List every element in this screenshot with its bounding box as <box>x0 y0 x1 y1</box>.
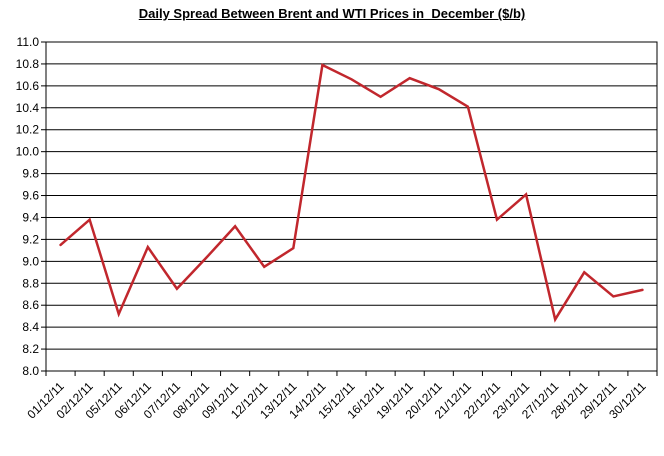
y-axis-label: 10.6 <box>16 79 40 93</box>
plot-border <box>45 41 658 372</box>
y-axis-label: 11.0 <box>17 35 40 49</box>
y-axis-label: 8.0 <box>22 364 39 378</box>
y-axis-label: 10.0 <box>16 145 40 159</box>
series-line <box>59 63 644 323</box>
chart-title: Daily Spread Between Brent and WTI Price… <box>138 6 526 21</box>
y-axis-label: 9.4 <box>22 210 39 224</box>
y-axis-label: 8.2 <box>22 342 39 356</box>
y-axis-label: 10.4 <box>16 101 40 115</box>
y-axis-label: 9.8 <box>22 167 39 181</box>
y-axis-label: 8.8 <box>22 276 39 290</box>
y-axis-label: 9.2 <box>22 232 39 246</box>
y-axis-label: 10.2 <box>16 123 40 137</box>
y-axis-label: 8.6 <box>22 298 39 312</box>
y-axis-label: 8.4 <box>22 320 39 334</box>
y-axis-label: 9.0 <box>22 254 39 268</box>
y-axis-label: 10.8 <box>16 57 40 71</box>
y-axis-label: 9.6 <box>22 189 39 203</box>
